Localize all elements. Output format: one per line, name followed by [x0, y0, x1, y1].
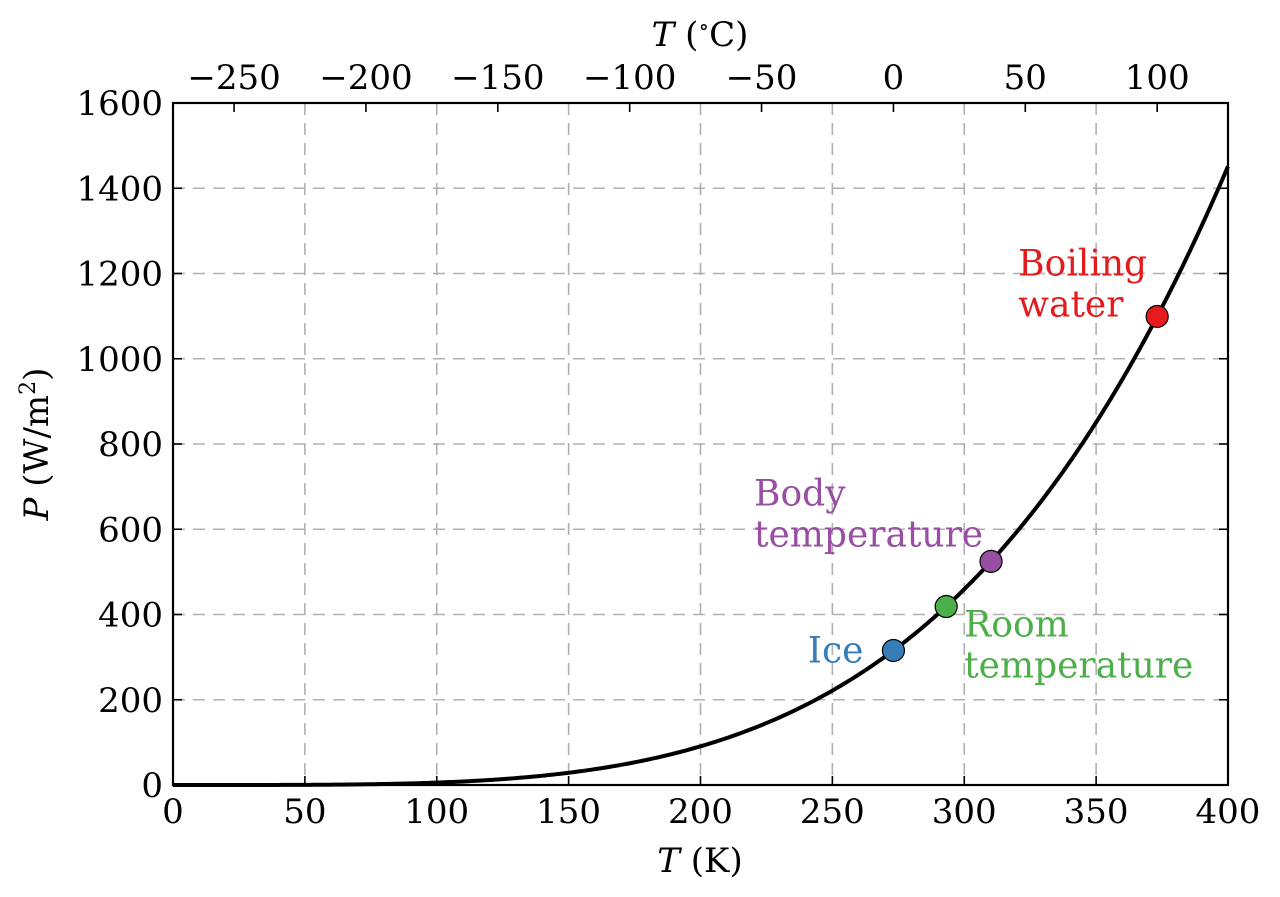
point-label: Boiling water: [1018, 243, 1147, 325]
x-tick-label: 250: [800, 792, 865, 832]
y-axis-close: ): [17, 368, 57, 381]
point-label: Room temperature: [964, 605, 1193, 687]
x-tick-label: 150: [536, 792, 601, 832]
x-tick-label: 0: [162, 792, 184, 832]
top-axis-deg: ∘: [698, 15, 709, 40]
top-x-tick-label: −50: [726, 58, 798, 98]
x-axis-unit: (K): [680, 841, 743, 881]
y-tick-label: 200: [98, 681, 163, 721]
y-axis-title: P (W/m2): [16, 368, 57, 522]
y-tick-label: 1600: [76, 84, 163, 124]
y-tick-label: 600: [98, 510, 163, 550]
top-x-tick-label: 50: [1004, 58, 1047, 98]
y-axis-unit: (W/m: [17, 395, 57, 498]
top-x-tick-label: −200: [319, 58, 412, 98]
data-point: [1145, 304, 1169, 329]
y-tick-label: 1000: [76, 340, 163, 380]
x-axis-var: T: [657, 841, 682, 881]
data-point: [881, 638, 906, 663]
top-x-tick-label: −150: [451, 58, 544, 98]
top-axis-unit: C): [709, 15, 748, 55]
labels-layer: Ice Room temperature Body temperature Boiling…: [754, 243, 1193, 686]
y-tick-label: 1400: [76, 169, 163, 209]
x-tick-label: 400: [1196, 792, 1261, 832]
x-tick-label: 300: [932, 792, 997, 832]
ticks: 0 50 100 150 200 250 300 350 400 0 200 400 600 800 100…: [76, 58, 1260, 832]
point-label: Ice: [808, 630, 864, 671]
x-axis-title: T (K): [657, 841, 742, 881]
top-x-tick-label: 100: [1125, 58, 1190, 98]
top-x-tick-label: −250: [187, 58, 280, 98]
top-axis-open: (: [674, 15, 698, 55]
top-x-tick-label: −100: [583, 58, 676, 98]
data-point: [979, 549, 1003, 573]
grid: [173, 103, 1228, 785]
y-tick-label: 400: [98, 596, 163, 636]
point-label: Body temperature: [754, 473, 983, 555]
points-layer: [881, 304, 1169, 663]
x-tick-label: 200: [668, 792, 733, 832]
data-point: [934, 594, 958, 619]
top-axis-title: T (∘C): [652, 15, 749, 55]
y-axis-var: P: [17, 496, 57, 521]
x-tick-label: 50: [283, 792, 326, 832]
x-tick-label: 100: [404, 792, 469, 832]
top-x-tick-label: 0: [883, 58, 905, 98]
y-tick-label: 1200: [76, 255, 163, 295]
y-tick-label: 800: [98, 425, 163, 465]
y-tick-label: 0: [141, 766, 163, 806]
top-axis-var: T: [652, 15, 677, 55]
y-axis-sup: 2: [16, 381, 41, 395]
x-tick-label: 350: [1064, 792, 1129, 832]
